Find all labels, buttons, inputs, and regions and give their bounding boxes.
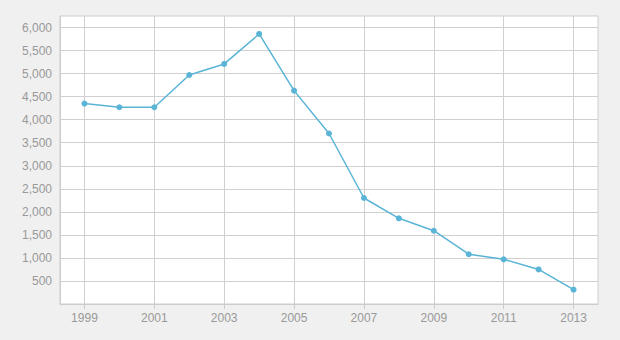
svg-text:2005: 2005: [281, 311, 308, 325]
svg-text:2003: 2003: [211, 311, 238, 325]
svg-text:5,000: 5,000: [22, 67, 52, 81]
svg-text:2013: 2013: [560, 311, 587, 325]
svg-text:4,000: 4,000: [22, 113, 52, 127]
svg-text:5,500: 5,500: [22, 44, 52, 58]
svg-text:1,000: 1,000: [22, 251, 52, 265]
svg-text:1999: 1999: [71, 311, 98, 325]
svg-text:3,000: 3,000: [22, 159, 52, 173]
svg-text:2001: 2001: [141, 311, 168, 325]
svg-text:2011: 2011: [491, 311, 517, 325]
svg-text:500: 500: [32, 274, 52, 288]
svg-text:2,000: 2,000: [22, 205, 52, 219]
svg-text:1,500: 1,500: [22, 228, 52, 242]
svg-text:6,000: 6,000: [22, 21, 52, 35]
svg-text:4,500: 4,500: [22, 90, 52, 104]
svg-text:3,500: 3,500: [22, 136, 52, 150]
svg-text:2007: 2007: [351, 311, 378, 325]
svg-text:2,500: 2,500: [22, 182, 52, 196]
svg-text:2009: 2009: [420, 311, 447, 325]
